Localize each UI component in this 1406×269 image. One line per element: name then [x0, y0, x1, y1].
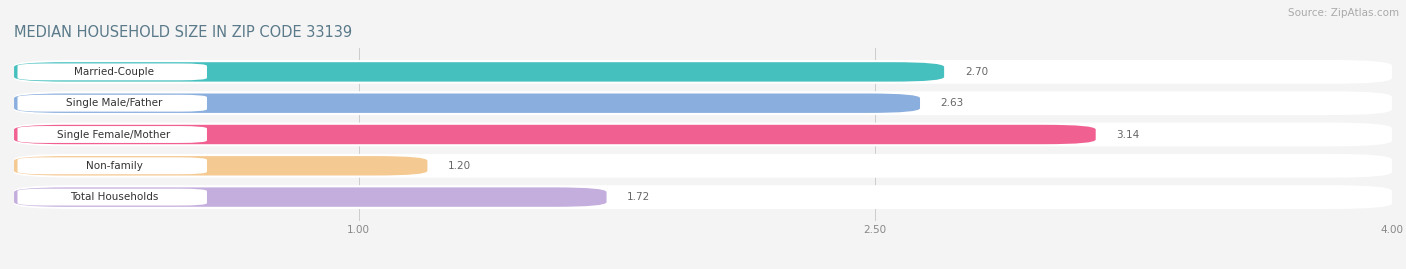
Text: 2.70: 2.70 [965, 67, 988, 77]
Text: Single Male/Father: Single Male/Father [66, 98, 162, 108]
Text: Single Female/Mother: Single Female/Mother [58, 129, 170, 140]
FancyBboxPatch shape [17, 63, 207, 80]
Text: MEDIAN HOUSEHOLD SIZE IN ZIP CODE 33139: MEDIAN HOUSEHOLD SIZE IN ZIP CODE 33139 [14, 25, 352, 40]
FancyBboxPatch shape [14, 125, 1095, 144]
Text: Married-Couple: Married-Couple [75, 67, 153, 77]
Text: 1.72: 1.72 [627, 192, 651, 202]
Text: Source: ZipAtlas.com: Source: ZipAtlas.com [1288, 8, 1399, 18]
FancyBboxPatch shape [17, 95, 207, 112]
Text: Non-family: Non-family [86, 161, 142, 171]
FancyBboxPatch shape [14, 94, 920, 113]
FancyBboxPatch shape [14, 187, 606, 207]
Text: 1.20: 1.20 [449, 161, 471, 171]
Text: Total Households: Total Households [70, 192, 157, 202]
FancyBboxPatch shape [14, 123, 1392, 146]
FancyBboxPatch shape [14, 62, 945, 82]
Text: 3.14: 3.14 [1116, 129, 1140, 140]
FancyBboxPatch shape [14, 156, 427, 175]
FancyBboxPatch shape [14, 185, 1392, 209]
Text: 2.63: 2.63 [941, 98, 965, 108]
FancyBboxPatch shape [14, 60, 1392, 84]
FancyBboxPatch shape [14, 91, 1392, 115]
FancyBboxPatch shape [14, 154, 1392, 178]
FancyBboxPatch shape [17, 157, 207, 174]
FancyBboxPatch shape [17, 126, 207, 143]
FancyBboxPatch shape [17, 189, 207, 206]
